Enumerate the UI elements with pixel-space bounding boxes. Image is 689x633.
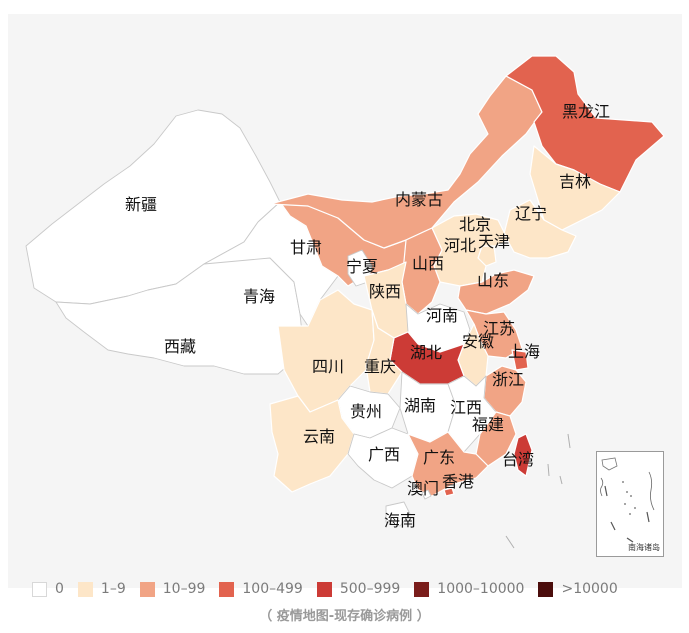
legend-swatch bbox=[538, 581, 554, 597]
legend-label: 1000–10000 bbox=[437, 581, 525, 597]
province-label-fujian: 福建 bbox=[471, 415, 505, 434]
legend-item-100-499[interactable]: 100–499 bbox=[219, 581, 303, 597]
province-label-qinghai: 青海 bbox=[242, 287, 276, 306]
south-china-sea-islands-icon bbox=[600, 457, 655, 543]
legend-label: >10000 bbox=[561, 581, 618, 597]
province-jilin[interactable] bbox=[529, 145, 621, 231]
legend-item-10-99[interactable]: 10–99 bbox=[139, 581, 206, 597]
province-label-aomen: 澳门 bbox=[406, 479, 440, 498]
province-hainan[interactable] bbox=[385, 501, 411, 527]
legend-swatch bbox=[316, 581, 332, 597]
province-guangdong[interactable] bbox=[407, 431, 489, 497]
province-label-hubei: 湖北 bbox=[409, 343, 443, 362]
province-label-liaoning: 辽宁 bbox=[514, 204, 548, 223]
legend-item-none[interactable]: 0 bbox=[32, 581, 64, 597]
island-dash bbox=[567, 433, 571, 449]
province-label-xianggang: 香港 bbox=[441, 472, 475, 491]
province-label-shaanxi: 陕西 bbox=[368, 282, 402, 301]
province-label-heilongjiang: 黑龙江 bbox=[561, 102, 611, 121]
province-label-hebei: 河北 bbox=[443, 236, 477, 255]
province-label-guangdong: 广东 bbox=[422, 448, 456, 467]
legend-swatch bbox=[139, 581, 155, 597]
province-yunnan[interactable] bbox=[269, 395, 355, 493]
province-label-hainan: 海南 bbox=[383, 511, 417, 530]
province-label-guangxi: 广西 bbox=[367, 445, 401, 464]
province-label-zhejiang: 浙江 bbox=[491, 370, 525, 389]
legend-label: 100–499 bbox=[242, 581, 303, 597]
map-caption: （ 疫情地图-现存确诊病例 ） bbox=[259, 609, 430, 624]
province-label-taiwan: 台湾 bbox=[501, 450, 535, 469]
china-map bbox=[25, 55, 665, 549]
province-label-shanxi: 山西 bbox=[411, 254, 445, 273]
province-label-hunan: 湖南 bbox=[403, 396, 437, 415]
legend-item-500-999[interactable]: 500–999 bbox=[316, 581, 401, 597]
province-label-shandong: 山东 bbox=[476, 271, 510, 290]
province-heilongjiang[interactable] bbox=[505, 55, 665, 193]
province-liaoning[interactable] bbox=[503, 199, 577, 259]
province-label-neimenggu: 内蒙古 bbox=[394, 190, 444, 209]
legend-label: 0 bbox=[55, 581, 64, 597]
south-china-sea-inset: 南海诸岛 bbox=[596, 451, 664, 557]
province-xianggang[interactable] bbox=[443, 487, 455, 497]
province-taiwan[interactable] bbox=[513, 433, 533, 477]
province-label-shanghai: 上海 bbox=[507, 342, 541, 361]
island-dash bbox=[505, 535, 515, 549]
province-label-xizang: 西藏 bbox=[163, 337, 197, 356]
legend-item-1-9[interactable]: 1–9 bbox=[77, 581, 126, 597]
province-label-tianjin: 天津 bbox=[477, 232, 511, 251]
legend-swatch bbox=[414, 581, 430, 597]
province-chongqing[interactable] bbox=[365, 309, 403, 395]
legend: 0 1–9 10–99 100–499 500–999 1000–10000 >10000 bbox=[32, 580, 632, 598]
province-label-jiangsu: 江苏 bbox=[482, 319, 516, 338]
legend-swatch bbox=[32, 581, 47, 597]
legend-label: 1–9 bbox=[100, 581, 126, 597]
province-aomen[interactable] bbox=[421, 489, 432, 500]
province-label-guizhou: 贵州 bbox=[349, 402, 383, 421]
province-label-jilin: 吉林 bbox=[558, 172, 592, 191]
province-label-anhui: 安徽 bbox=[461, 332, 495, 351]
inset-label: 南海诸岛 bbox=[628, 543, 660, 552]
legend-label: 500–999 bbox=[339, 581, 401, 597]
province-label-beijing: 北京 bbox=[458, 215, 492, 234]
legend-swatch bbox=[77, 581, 93, 597]
province-label-henan: 河南 bbox=[425, 306, 459, 325]
province-shandong[interactable] bbox=[457, 269, 535, 315]
province-label-xinjiang: 新疆 bbox=[124, 195, 158, 214]
province-shanghai[interactable] bbox=[511, 349, 529, 371]
province-label-yunnan: 云南 bbox=[302, 427, 336, 446]
legend-label: 10–99 bbox=[162, 581, 206, 597]
island-dash bbox=[547, 463, 550, 477]
legend-item-1000-10000[interactable]: 1000–10000 bbox=[414, 581, 524, 597]
province-label-chongqing: 重庆 bbox=[363, 357, 397, 376]
legend-swatch bbox=[219, 581, 235, 597]
island-dash bbox=[559, 475, 563, 485]
legend-item->10000[interactable]: >10000 bbox=[538, 581, 618, 597]
province-label-gansu: 甘肃 bbox=[289, 238, 323, 257]
province-label-sichuan: 四川 bbox=[311, 357, 345, 376]
map-panel: 新疆西藏 青海 甘肃 内蒙古 黑龙江吉林 辽宁北京 天津 河北 山西山东 宁夏陕西河南江苏 安徽 上海… bbox=[8, 14, 682, 597]
province-label-jiangxi: 江西 bbox=[449, 398, 483, 417]
province-label-ningxia: 宁夏 bbox=[345, 257, 379, 276]
